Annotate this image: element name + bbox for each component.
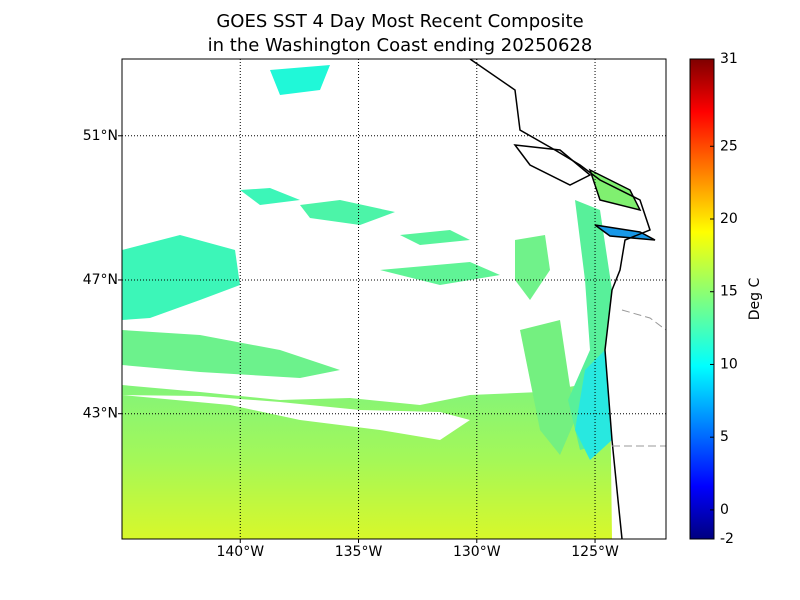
x-tick-label: 130°W	[453, 544, 501, 560]
colorbar-tick-label: -2	[720, 531, 734, 547]
colorbar-tick-label: 31	[720, 51, 738, 67]
x-tick-label: 140°W	[216, 544, 264, 560]
title-line-1: GOES SST 4 Day Most Recent Composite	[216, 11, 583, 32]
map-frame	[121, 58, 667, 540]
colorbar-tick-label: 25	[720, 138, 738, 154]
colorbar-tick-label: 10	[720, 356, 738, 372]
colorbar-tick-label: 15	[720, 284, 738, 300]
colorbar-tick-label: 5	[720, 429, 729, 445]
y-tick-label: 43°N	[83, 406, 118, 422]
y-tick-label: 47°N	[83, 272, 118, 288]
y-tick-label: 51°N	[83, 128, 118, 144]
colorbar-label: Deg C	[747, 278, 763, 321]
x-tick-label: 125°W	[571, 544, 619, 560]
x-tick-label: 135°W	[335, 544, 383, 560]
sst-field	[122, 59, 666, 539]
title-line-2: in the Washington Coast ending 20250628	[208, 35, 593, 56]
colorbar-tick-label: 0	[720, 502, 729, 518]
colorbar	[689, 58, 715, 540]
colorbar-tick-label: 20	[720, 211, 738, 227]
